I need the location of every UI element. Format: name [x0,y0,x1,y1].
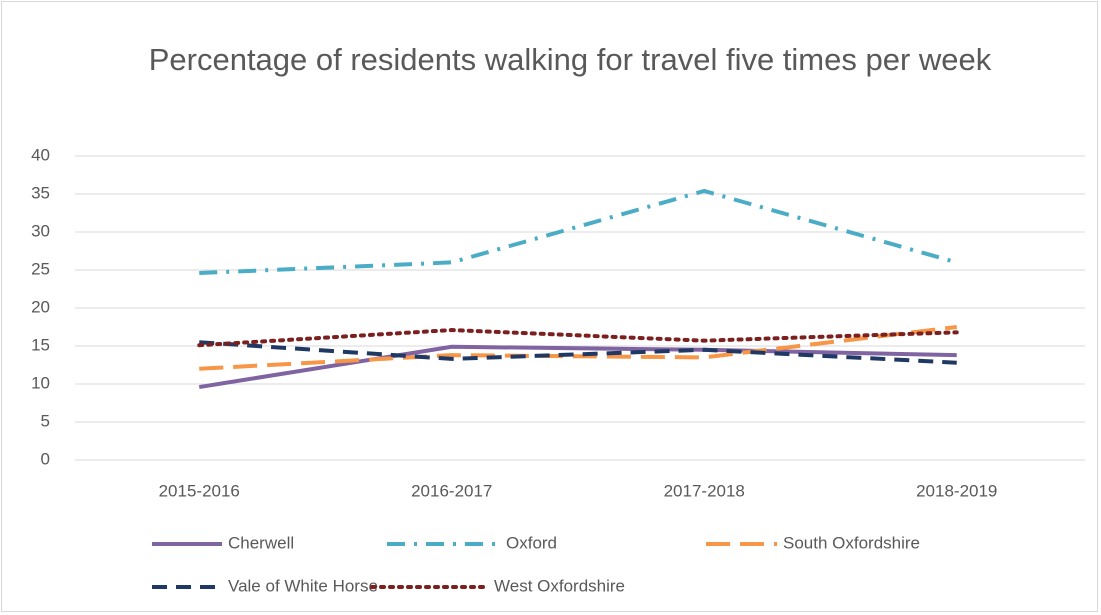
legend-label: West Oxfordshire [494,576,625,595]
y-tick-label: 40 [31,145,50,164]
legend-label: South Oxfordshire [783,533,920,552]
series-line [199,188,958,276]
y-tick-label: 25 [31,259,50,278]
x-tick-label: 2016-2017 [411,481,492,500]
y-tick-label: 35 [31,183,50,202]
legend-label: Cherwell [228,533,294,552]
legend-label: Oxford [506,533,557,552]
y-tick-label: 15 [31,335,50,354]
x-tick-label: 2017-2018 [664,481,745,500]
series-line [198,344,957,390]
y-tick-label: 10 [31,373,50,392]
x-tick-label: 2018-2019 [916,481,997,500]
y-tick-label: 0 [41,449,50,468]
series-line [199,325,957,371]
y-tick-label: 20 [31,297,50,316]
series-line [197,328,959,348]
legend-label: Vale of White Horse [228,576,378,595]
x-tick-label: 2015-2016 [159,481,240,500]
y-tick-label: 5 [41,411,50,430]
y-tick-label: 30 [31,221,50,240]
chart-title: Percentage of residents walking for trav… [148,42,992,77]
series-line [199,340,957,365]
